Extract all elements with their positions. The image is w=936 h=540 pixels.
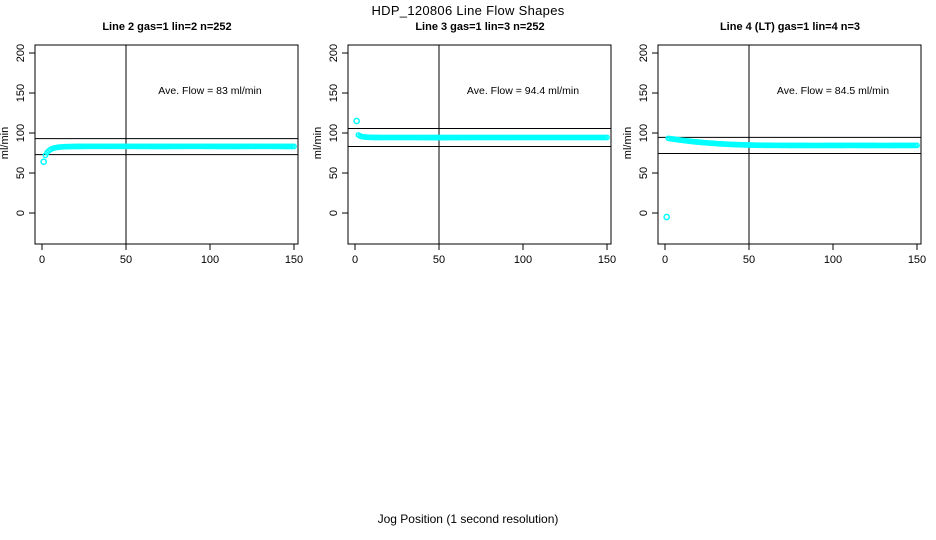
y-tick-label: 100 xyxy=(328,124,340,142)
x-tick-label: 100 xyxy=(201,254,219,266)
panel-2: 0 50 100 150 0 50 100 150 200 ml/min xyxy=(312,44,616,266)
y-tick-label: 150 xyxy=(328,84,340,102)
x-tick-label: 100 xyxy=(824,254,842,266)
outlier-point xyxy=(353,117,361,125)
y-tick-label: 200 xyxy=(328,44,340,62)
y-tick-label: 200 xyxy=(15,44,27,62)
data-points xyxy=(663,135,920,221)
x-tick-label: 100 xyxy=(514,254,532,266)
y-axis-label: ml/min xyxy=(312,127,324,159)
y-tick-label: 0 xyxy=(15,210,27,216)
y-tick-label: 150 xyxy=(15,84,27,102)
x-tick-label: 150 xyxy=(285,254,303,266)
x-axis-label: Jog Position (1 second resolution) xyxy=(377,512,559,526)
y-tick-label: 0 xyxy=(638,210,650,216)
x-tick-label: 50 xyxy=(743,254,755,266)
y-tick-label: 50 xyxy=(638,167,650,179)
y-tick-label: 200 xyxy=(638,44,650,62)
data-points xyxy=(353,117,610,141)
data-point xyxy=(914,142,920,149)
y-tick-label: 100 xyxy=(15,124,27,142)
panel2-title: Line 3 gas=1 lin=3 n=252 xyxy=(415,21,545,33)
y-axis-label: ml/min xyxy=(0,127,11,159)
x-tick-label: 50 xyxy=(120,254,132,266)
panel2-ave-flow-annotation: Ave. Flow = 94.4 ml/min xyxy=(466,85,580,97)
y-tick-label: 0 xyxy=(328,210,340,216)
data-points xyxy=(40,143,297,166)
y-tick-label: 100 xyxy=(638,124,650,142)
plot-box xyxy=(34,44,299,245)
chart-title: HDP_120806 Line Flow Shapes xyxy=(371,3,565,18)
y-tick-label: 150 xyxy=(638,84,650,102)
panel1-ave-flow-annotation: Ave. Flow = 83 ml/min xyxy=(158,85,262,97)
panel3-ave-flow-annotation: Ave. Flow = 84.5 ml/min xyxy=(776,85,890,97)
x-tick-label: 0 xyxy=(352,254,358,266)
panel-1: 0 50 100 150 0 50 100 150 200 ml/min xyxy=(0,44,303,266)
x-tick-label: 150 xyxy=(908,254,926,266)
x-tick-label: 150 xyxy=(598,254,616,266)
panel3-title: Line 4 (LT) gas=1 lin=4 n=3 xyxy=(719,21,861,33)
y-tick-label: 50 xyxy=(328,167,340,179)
data-point xyxy=(604,134,610,141)
data-point xyxy=(291,143,297,150)
plot-box xyxy=(347,44,612,245)
plot-box xyxy=(657,44,922,245)
y-axis-label: ml/min xyxy=(622,127,634,159)
outlier-point xyxy=(663,213,671,221)
x-tick-label: 0 xyxy=(662,254,668,266)
y-tick-label: 50 xyxy=(15,167,27,179)
x-tick-label: 50 xyxy=(433,254,445,266)
outlier-point xyxy=(40,158,48,166)
panel-3: 0 50 100 150 0 50 100 150 200 ml/min xyxy=(622,44,926,266)
x-tick-label: 0 xyxy=(39,254,45,266)
panel1-title: Line 2 gas=1 lin=2 n=252 xyxy=(102,21,232,33)
